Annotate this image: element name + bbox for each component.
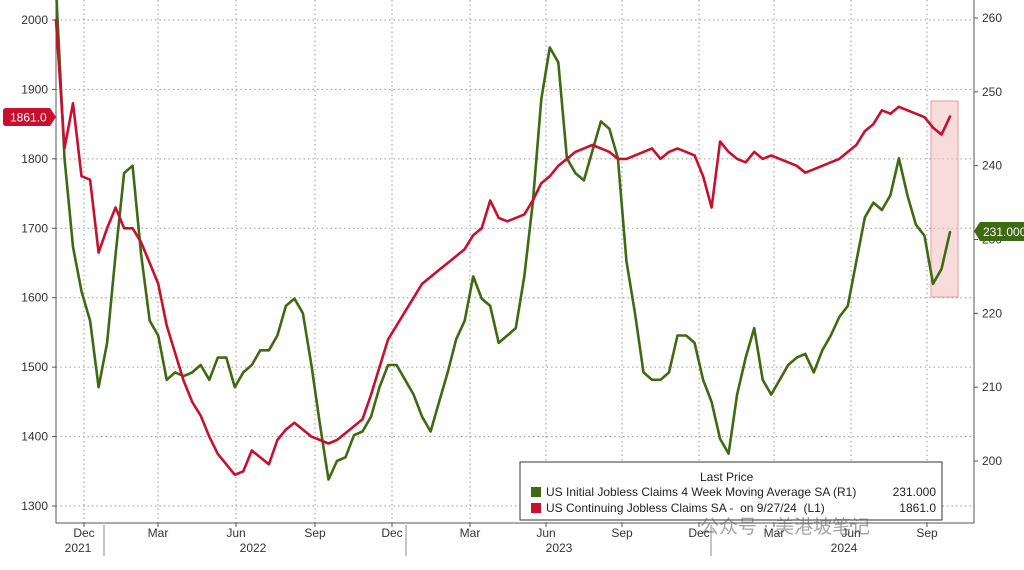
continuing-claims-line xyxy=(54,18,952,477)
x-tick-label-3: Sep xyxy=(304,526,326,540)
left-tick-label-3: 1600 xyxy=(21,291,48,305)
legend-label-continuing: US Continuing Jobless Claims SA - on 9/2… xyxy=(546,501,825,515)
x-tick-label-0: Dec xyxy=(73,526,94,540)
x-tick-label-11: Sep xyxy=(916,526,938,540)
watermark-text: 公众号 · 美港坡笔记 xyxy=(700,516,871,538)
x-tick-label-6: Jun xyxy=(536,526,555,540)
legend-swatch-continuing xyxy=(531,503,541,513)
right-tick-label-0: 200 xyxy=(982,454,1002,468)
left-tick-label-6: 1900 xyxy=(21,82,48,96)
series-lines xyxy=(54,0,952,481)
x-tick-label-7: Sep xyxy=(611,526,633,540)
initial-claims-line xyxy=(55,0,952,481)
left-tick-label-1: 1400 xyxy=(21,430,48,444)
x-tick-label-8: Dec xyxy=(688,526,709,540)
continuing-tag-label: 1861.0 xyxy=(10,111,47,125)
legend-value-initial: 231.000 xyxy=(893,485,937,499)
left-tick-label-2: 1500 xyxy=(21,360,48,374)
right-axis: 200210220230240250260 xyxy=(973,0,1002,523)
highlight-box xyxy=(930,100,959,298)
legend-label-initial: US Initial Jobless Claims 4 Week Moving … xyxy=(546,485,856,499)
chart-grid xyxy=(56,0,974,523)
x-tick-label-4: Dec xyxy=(381,526,402,540)
legend: Last Price US Initial Jobless Claims 4 W… xyxy=(519,461,943,521)
continuing-tag-shape xyxy=(3,108,56,126)
legend-value-continuing: 1861.0 xyxy=(899,501,936,515)
right-tick-label-6: 260 xyxy=(982,11,1002,25)
continuing-last-value-tag: 1861.0 xyxy=(3,108,56,126)
initial-tag-shape xyxy=(974,222,1024,241)
x-tick-label-2: Jun xyxy=(226,526,245,540)
legend-box xyxy=(519,461,943,521)
x-year-label-2: 2023 xyxy=(546,541,573,555)
x-tick-label-9: Mar xyxy=(764,526,785,540)
legend-swatch-initial xyxy=(531,487,541,497)
x-year-label-0: 2021 xyxy=(65,541,92,555)
left-tick-label-7: 2000 xyxy=(21,13,48,27)
legend-title: Last Price xyxy=(700,470,754,484)
left-tick-label-0: 1300 xyxy=(21,499,48,513)
x-axis: Dec Mar Jun Sep Dec Mar Jun Sep Dec Mar Jun Sep 2021… xyxy=(56,522,974,556)
left-tick-label-5: 1800 xyxy=(21,152,48,166)
initial-last-value-tag: 231.000 xyxy=(974,222,1024,241)
x-year-label-1: 2022 xyxy=(240,541,267,555)
x-tick-label-5: Mar xyxy=(460,526,481,540)
right-tick-label-4: 240 xyxy=(982,159,1002,173)
x-tick-label-10: Jun xyxy=(841,526,860,540)
left-axis: 1300 1400 1500 1600 1700 1800 1900 2000 xyxy=(21,0,57,523)
right-tick-label-1: 210 xyxy=(982,380,1002,394)
x-tick-label-1: Mar xyxy=(148,526,169,540)
right-tick-label-5: 250 xyxy=(982,85,1002,99)
left-tick-label-4: 1700 xyxy=(21,221,48,235)
initial-tag-label: 231.000 xyxy=(983,225,1024,239)
right-tick-label-2: 220 xyxy=(982,306,1002,320)
x-year-label-3: 2024 xyxy=(831,541,858,555)
